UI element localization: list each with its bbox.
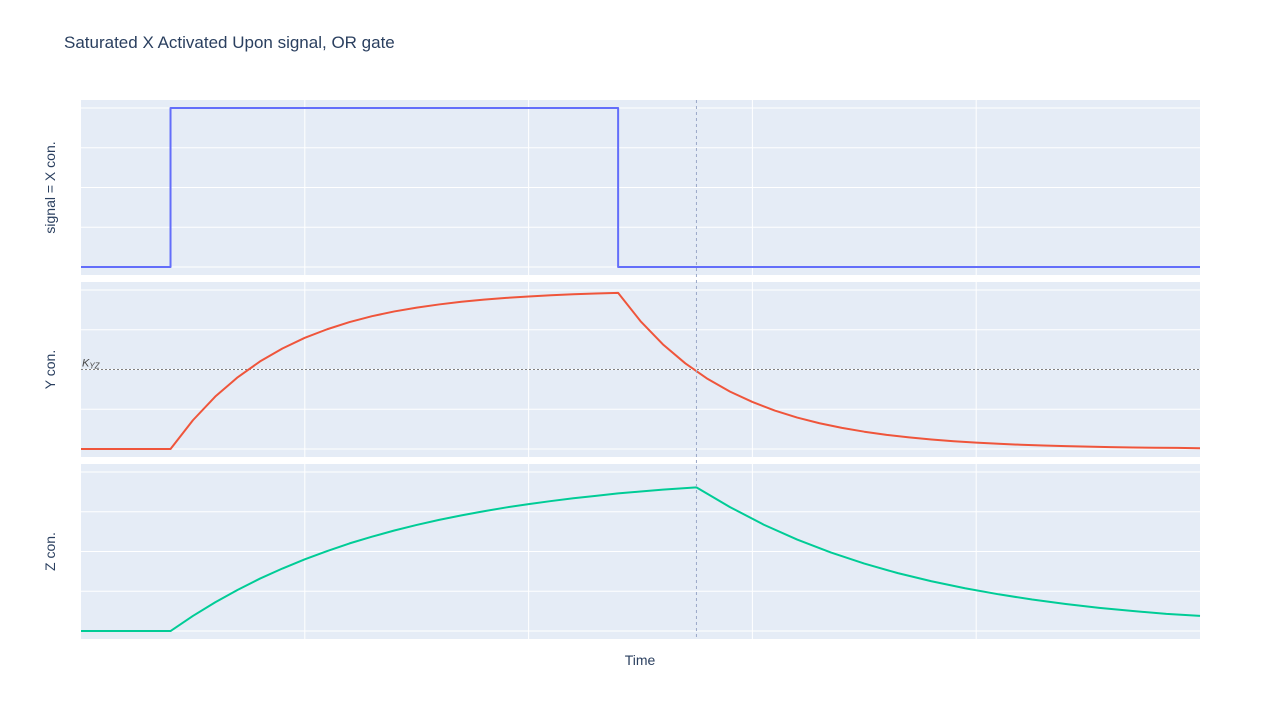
- panel-1: signal = X con.: [42, 100, 1200, 275]
- panels-group: signal = X con. KYZ Y con. Z con.: [42, 100, 1201, 639]
- panel-3: Z con.: [42, 464, 1201, 639]
- series-line-3: [81, 486, 1201, 633]
- y-axis-label-3: Z con.: [42, 532, 58, 571]
- x-axis-label: Time: [625, 652, 656, 668]
- series-line-2: [81, 291, 1201, 451]
- chart-title: Saturated X Activated Upon signal, OR ga…: [64, 33, 395, 52]
- y-axis-label-1: signal = X con.: [42, 141, 58, 233]
- series-line-1: [81, 106, 1200, 269]
- y-axis-label-2: Y con.: [42, 350, 58, 389]
- threshold-label: KYZ: [82, 358, 101, 371]
- panel-2: KYZ Y con.: [42, 282, 1201, 457]
